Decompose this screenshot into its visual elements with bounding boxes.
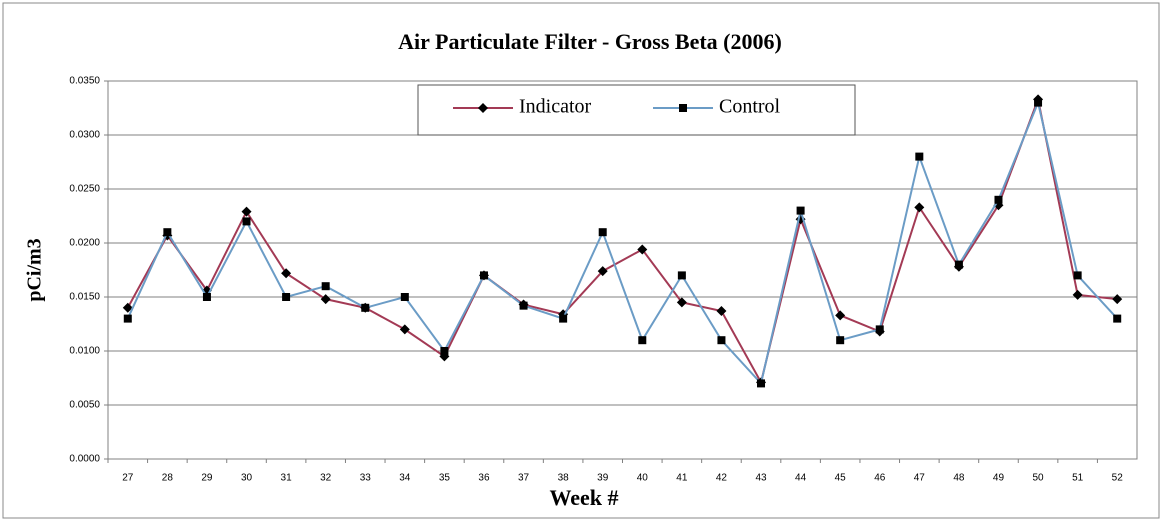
marker-square [1034,98,1043,107]
marker-square [202,293,211,301]
marker-diamond [1072,289,1083,300]
x-tick-label: 41 [676,473,688,484]
legend-label: Control [719,96,781,118]
marker-square [679,104,687,112]
x-tick-label: 33 [360,473,372,484]
marker-square [440,347,449,355]
marker-diamond [281,268,292,279]
x-tick-label: 39 [597,473,609,484]
plot-area [107,80,1138,460]
marker-diamond [597,266,608,277]
x-tick-label: 51 [1072,473,1084,484]
marker-diamond [1112,294,1123,305]
x-tick-label: 29 [201,473,213,484]
x-axis-label: Week # [549,485,618,510]
y-tick-label: 0.0300 [69,130,100,141]
x-tick-label: 36 [478,473,490,484]
x-tick-label: 45 [835,473,847,484]
marker-square [677,271,686,280]
x-tick-label: 40 [637,473,649,484]
x-tick-label: 42 [716,473,728,484]
marker-square [1073,271,1082,280]
y-tick-label: 0.0350 [69,76,100,87]
x-tick-label: 38 [558,473,570,484]
x-tick-label: 44 [795,473,807,484]
marker-square [1113,314,1122,323]
series-line [126,95,1118,386]
marker-square [400,293,409,301]
marker-square [915,152,924,161]
chart-title: Air Particulate Filter - Gross Beta (200… [398,29,782,54]
x-tick-label: 50 [1032,473,1044,484]
marker-square [717,336,726,345]
marker-square [598,228,607,237]
marker-square [796,206,805,215]
marker-diamond [637,244,648,255]
x-tick-label: 47 [914,473,926,484]
marker-square [163,228,172,237]
marker-square [361,303,370,312]
x-tick-label: 49 [993,473,1005,484]
marker-square [559,314,568,323]
x-tick-label: 27 [122,473,134,484]
x-tick-label: 37 [518,473,530,484]
marker-diamond [914,202,925,213]
marker-square [994,195,1003,204]
y-tick-label: 0.0200 [69,238,100,249]
marker-square [638,336,647,345]
marker-square [321,282,330,291]
y-tick-label: 0.0100 [69,346,100,357]
marker-square [479,271,488,280]
x-tick-label: 43 [755,473,767,484]
marker-diamond [122,302,133,313]
marker-square [242,217,251,226]
x-tick-label: 46 [874,473,886,484]
x-tick-label: 28 [162,473,174,484]
x-tick-label: 30 [241,473,253,484]
marker-diamond [320,294,331,305]
legend-box [417,84,856,136]
marker-square [757,379,766,388]
x-tick-label: 32 [320,473,332,484]
y-tick-label: 0.0150 [69,292,100,303]
x-tick-label: 52 [1112,473,1124,484]
marker-square [282,293,291,301]
marker-square [875,325,884,334]
marker-diamond [399,324,410,335]
legend-label: Indicator [519,96,592,118]
x-tick-label: 35 [439,473,451,484]
y-axis-label: pCi/m3 [24,238,46,301]
series-line [126,99,1118,386]
marker-diamond [835,310,846,321]
marker-square [836,336,845,345]
marker-square [519,301,528,310]
marker-diamond [676,297,687,308]
marker-diamond [716,306,727,317]
x-tick-label: 48 [953,473,965,484]
marker-square [123,314,132,323]
x-tick-label: 31 [281,473,293,484]
marker-diamond [241,206,252,217]
marker-square [954,260,963,269]
y-tick-label: 0.0000 [69,454,100,465]
y-tick-label: 0.0250 [69,184,100,195]
y-tick-label: 0.0050 [69,400,100,411]
x-tick-label: 34 [399,473,411,484]
marker-diamond [478,103,488,113]
